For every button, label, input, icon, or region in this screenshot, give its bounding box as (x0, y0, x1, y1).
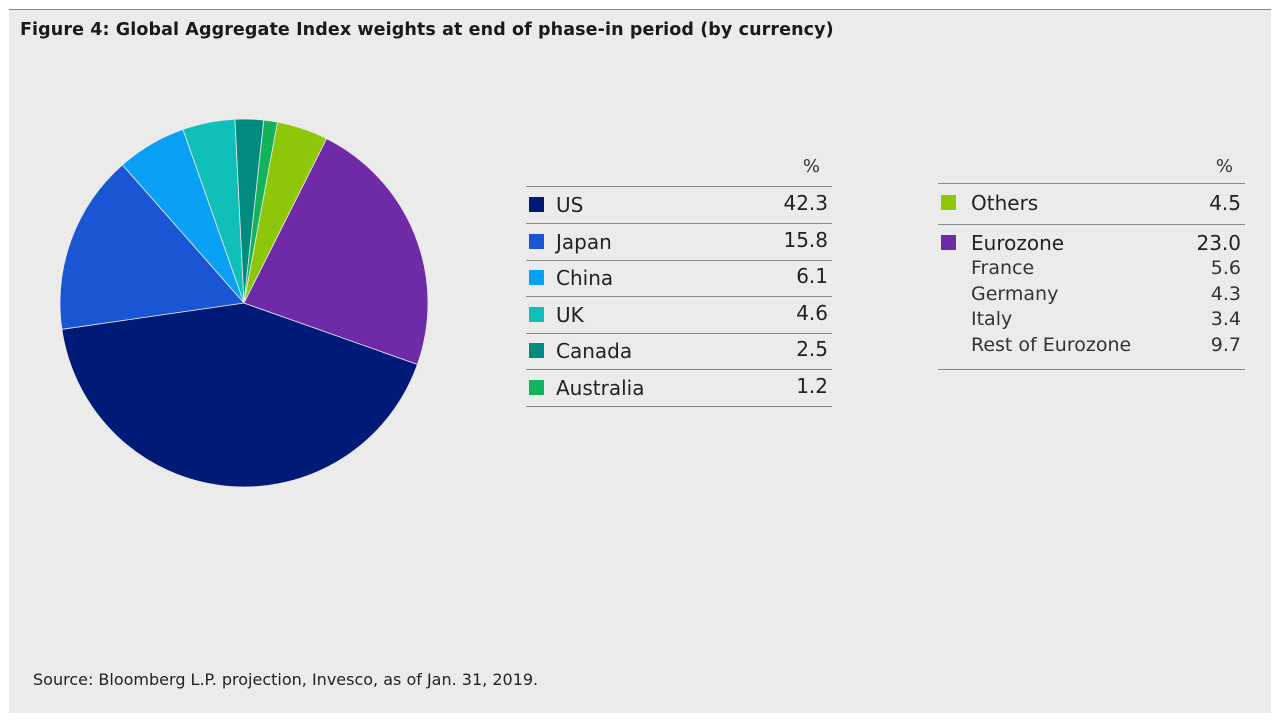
legend-value: 42.3 (783, 191, 828, 215)
breakdown-value: 5.6 (1210, 257, 1241, 279)
legend-label: Japan (556, 229, 612, 254)
breakdown-label: France (971, 257, 1035, 279)
pie-chart (59, 118, 429, 488)
row-rule (526, 296, 832, 298)
legend-value: 15.8 (783, 227, 828, 252)
eurozone-label: Eurozone (971, 231, 1065, 255)
right-table-bottom-rule (938, 369, 1245, 370)
chart-title: Figure 4: Global Aggregate Index weights… (20, 20, 834, 40)
legend-swatch (529, 270, 544, 286)
breakdown-value: 3.4 (1210, 308, 1241, 330)
legend-swatch (529, 233, 544, 249)
row-rule (526, 406, 832, 407)
row-rule (526, 259, 832, 261)
legend-swatch (529, 306, 544, 322)
legend-value: 2.5 (796, 337, 828, 362)
legend-label: China (556, 266, 614, 291)
others-swatch (941, 195, 956, 210)
others-value: 4.5 (1209, 191, 1241, 215)
legend-label: US (556, 193, 584, 217)
legend-label: Canada (556, 339, 633, 364)
pie-slice-us (61, 302, 418, 488)
left-table-header: % (802, 156, 820, 177)
right-table-mid-rule (938, 224, 1245, 225)
eurozone-swatch (941, 235, 956, 250)
legend-swatch (529, 343, 544, 359)
source-note: Source: Bloomberg L.P. projection, Inves… (33, 670, 539, 689)
right-legend-table: % Others 4.5 Eurozone 23.0 France 5.6 Germ… (938, 150, 1245, 380)
breakdown-label: Rest of Eurozone (971, 333, 1132, 356)
eurozone-value: 23.0 (1196, 231, 1241, 255)
left-legend-table: % US 42.3 Japan 15.8 China 6.1 UK 4.6 Canada 2.5 A… (526, 150, 832, 410)
others-label: Others (971, 191, 1039, 215)
legend-value: 4.6 (796, 300, 828, 325)
row-rule (526, 332, 832, 334)
breakdown-label: Germany (971, 282, 1059, 305)
row-rule (526, 369, 832, 371)
pie-slice-japan (59, 164, 245, 330)
row-rule (526, 223, 832, 224)
breakdown-value: 9.7 (1210, 333, 1241, 356)
breakdown-value: 4.3 (1210, 282, 1241, 305)
left-table-top-rule (526, 186, 832, 187)
legend-swatch (529, 380, 544, 395)
breakdown-label: Italy (971, 308, 1013, 330)
right-table-header: % (1215, 156, 1233, 177)
legend-label: Australia (556, 376, 645, 400)
legend-label: UK (556, 302, 584, 327)
legend-value: 1.2 (796, 374, 828, 398)
pie-slice-eurozone (243, 138, 429, 365)
legend-swatch (529, 197, 544, 212)
right-table-top-rule (938, 183, 1245, 184)
chart-panel: Figure 4: Global Aggregate Index weights… (9, 9, 1271, 713)
legend-value: 6.1 (796, 264, 828, 289)
